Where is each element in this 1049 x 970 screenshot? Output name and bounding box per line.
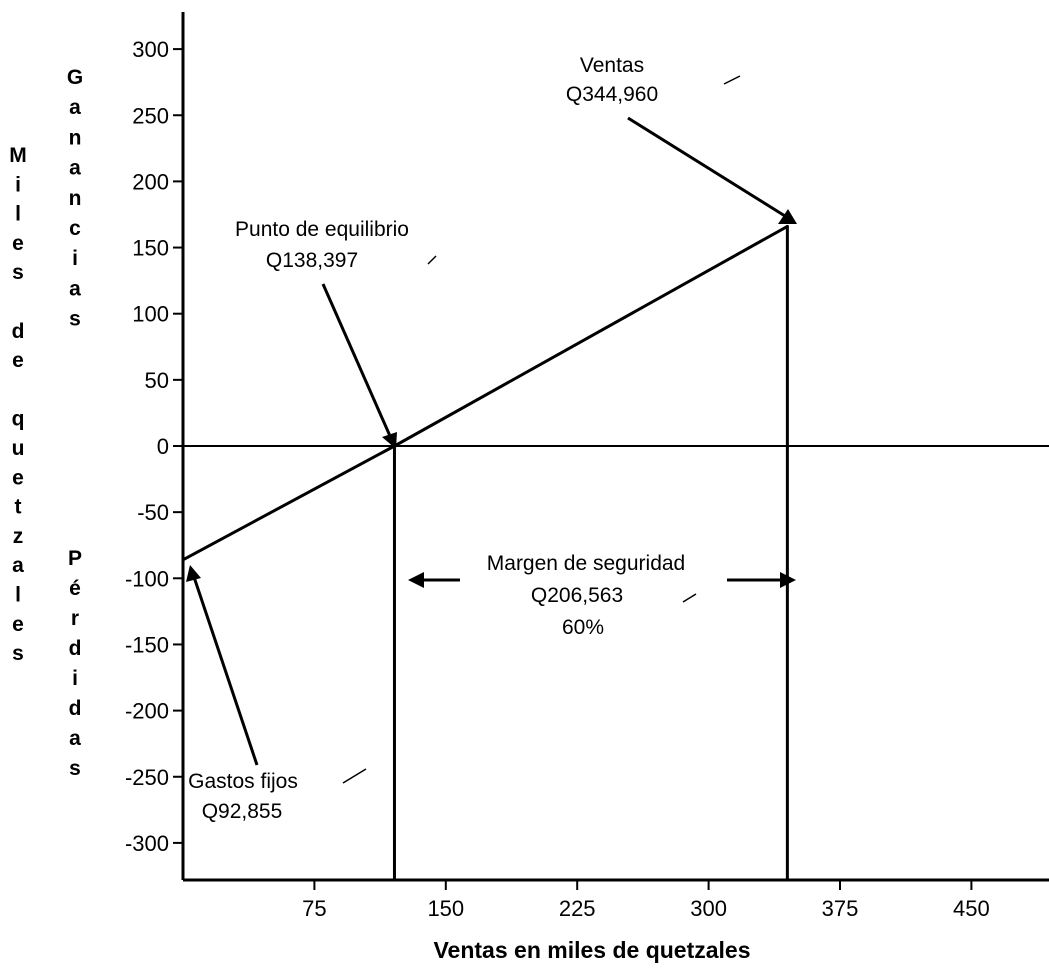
margen-arrowhead-right (780, 572, 796, 588)
y-title-letter: n (69, 126, 82, 149)
y-tick-label: 300 (132, 37, 169, 62)
y-title-letter: G (67, 66, 83, 89)
y-title-letter: s (69, 308, 81, 331)
margen-percent: 60% (562, 616, 604, 639)
y-title-letter: a (69, 157, 81, 180)
y-title-letter: i (72, 667, 78, 690)
y-title-letter: e (12, 232, 24, 255)
y-title-letter: l (15, 203, 21, 226)
y-axis-ticks: 300 250 200 150 100 50 0 -50 -100 -150 -200 -250 -30… (125, 37, 183, 856)
y-title-letter: c (69, 217, 81, 240)
ventas-value: Q344,960 (566, 83, 658, 106)
x-axis-title: Ventas en miles de quetzales (433, 937, 750, 963)
x-tick-label: 450 (953, 896, 990, 921)
vertical-markers (392, 226, 789, 880)
x-axis-ticks: 75 150 225 300 375 450 (302, 880, 990, 921)
gastos-value: Q92,855 (202, 800, 283, 823)
profit-line (182, 225, 789, 562)
y-tick-label: 0 (157, 434, 169, 459)
gastos-label: Gastos fijos (188, 770, 298, 793)
y-title-letter: i (15, 173, 21, 196)
ventas-arrowhead (778, 209, 797, 224)
x-tick-label: 375 (822, 896, 859, 921)
y-title-letter: q (12, 408, 25, 431)
x-tick-label: 150 (427, 896, 464, 921)
y-tick-label: -150 (125, 632, 169, 657)
gastos-arrowhead (186, 565, 201, 582)
y-title-letter: u (12, 437, 25, 460)
ventas-arrow (627, 116, 786, 218)
y-title-letter: d (12, 320, 25, 343)
y-title-letter: s (12, 261, 24, 284)
y-tick-label: -100 (125, 566, 169, 591)
y-tick-label: -250 (125, 765, 169, 790)
series-point (181, 558, 185, 562)
equilibrio-value: Q138,397 (266, 249, 358, 272)
y-tick-label: -50 (137, 500, 169, 525)
y-tick-label: 150 (132, 236, 169, 261)
y-title-letter: a (69, 727, 81, 750)
y-title-letter: s (69, 757, 81, 780)
y-title-letter: i (72, 247, 78, 270)
scan-marks (342, 75, 741, 784)
y-title-letter: n (69, 187, 82, 210)
margen-value: Q206,563 (531, 584, 623, 607)
y-title-letter: d (69, 637, 82, 660)
equilibrio-label: Punto de equilibrio (235, 218, 409, 241)
y-title-letter: r (71, 607, 79, 630)
equilibrio-arrowhead (382, 432, 397, 449)
y-title-letter: é (69, 577, 81, 600)
y-title-letter: t (15, 496, 22, 519)
y-tick-label: -200 (125, 699, 169, 724)
margen-label: Margen de seguridad (487, 552, 685, 575)
gastos-arrow (192, 576, 259, 766)
y-title-letter: z (13, 525, 24, 548)
y-title-letter: d (69, 697, 82, 720)
x-tick-label: 225 (559, 896, 596, 921)
y-tick-label: -300 (125, 831, 169, 856)
y-title-letter: a (69, 277, 81, 300)
y-tick-label: 50 (145, 368, 169, 393)
y-title-letter: e (12, 349, 24, 372)
y-title-letter: l (15, 584, 21, 607)
y-tick-label: 250 (132, 103, 169, 128)
x-tick-label: 75 (302, 896, 326, 921)
arrows (186, 116, 797, 766)
y-title-letter: e (12, 613, 24, 636)
x-tick-label: 300 (690, 896, 727, 921)
y-tick-label: 100 (132, 302, 169, 327)
margen-arrowhead-left (408, 572, 424, 588)
y-title-letter: s (12, 642, 24, 665)
equilibrio-arrow (321, 283, 392, 437)
y-title-letter: a (69, 96, 81, 119)
y-title-letter: M (9, 144, 27, 167)
y-title-letter: P (68, 547, 82, 570)
y-title-letter: a (12, 554, 24, 577)
series-point (785, 224, 789, 228)
ventas-label: Ventas (580, 54, 644, 77)
y-title-letter: e (12, 466, 24, 489)
y-tick-label: 200 (132, 169, 169, 194)
